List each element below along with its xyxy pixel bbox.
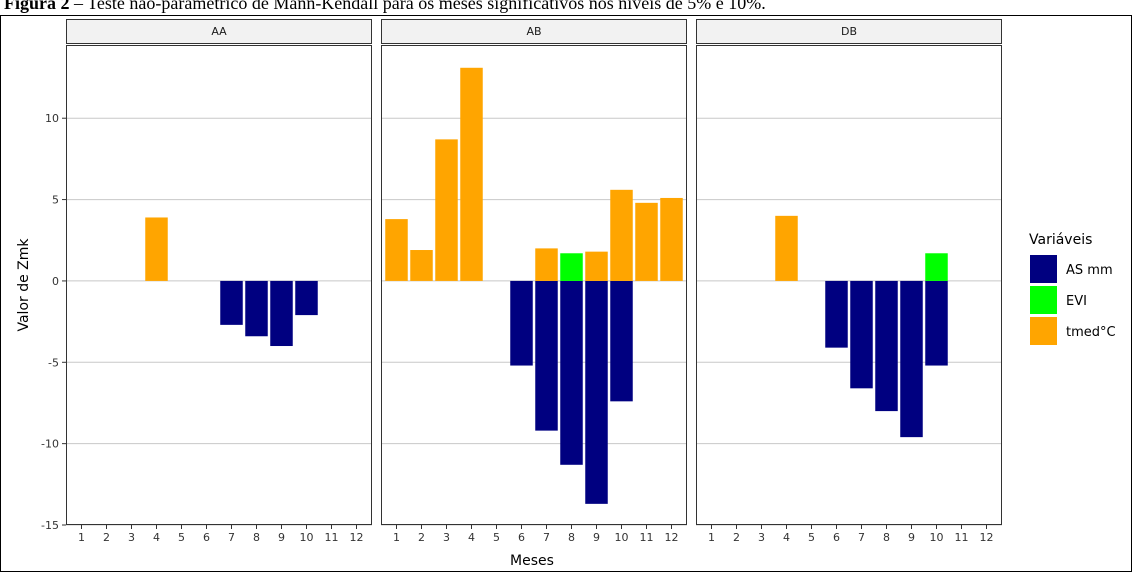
x-tick-label-AA-6: 6 [203, 531, 210, 544]
facet-strip-AA [66, 19, 372, 44]
figure-caption-label: Figura 2 [4, 0, 70, 13]
figure-caption: Figura 2 – Teste não-paramétrico de Mann… [4, 0, 766, 14]
x-tick-label-DB-2: 2 [733, 531, 740, 544]
facet-strip-DB [696, 19, 1002, 44]
legend-swatch-asmm [1030, 255, 1057, 283]
facet-label-DB: DB [841, 25, 857, 38]
bar-AB-asmm-8 [560, 280, 583, 465]
x-tick-label-AB-5: 5 [493, 531, 500, 544]
y-tick-label-0: 0 [52, 275, 59, 288]
x-tick-label-DB-1: 1 [708, 531, 715, 544]
facet-label-AA: AA [211, 25, 227, 38]
x-tick-label-AA-8: 8 [253, 531, 260, 544]
bar-AB-tmedc-1 [385, 219, 408, 281]
x-tick-label-AB-12: 12 [665, 531, 679, 544]
x-tick-label-AA-1: 1 [78, 531, 85, 544]
x-tick-label-DB-9: 9 [908, 531, 915, 544]
bar-AB-asmm-10 [610, 280, 633, 402]
x-tick-label-AB-7: 7 [543, 531, 550, 544]
x-tick-label-AA-11: 11 [325, 531, 339, 544]
bar-AA-asmm-8 [245, 280, 268, 337]
panel-border-AA [66, 45, 372, 525]
facet-strip-AB [381, 19, 687, 44]
bar-AB-asmm-9 [585, 280, 608, 504]
bar-AB-tmedc-11 [635, 202, 658, 281]
x-tick-label-DB-4: 4 [783, 531, 790, 544]
x-tick-label-AB-11: 11 [640, 531, 654, 544]
x-tick-label-AA-2: 2 [103, 531, 110, 544]
x-tick-label-DB-5: 5 [808, 531, 815, 544]
y-tick-label--15: -15 [41, 519, 59, 532]
x-tick-label-AB-9: 9 [593, 531, 600, 544]
panel-border-AB [381, 45, 687, 525]
x-tick-label-AB-2: 2 [418, 531, 425, 544]
bar-AA-asmm-10 [295, 280, 318, 316]
x-tick-label-AB-10: 10 [615, 531, 629, 544]
x-tick-label-DB-11: 11 [955, 531, 969, 544]
bar-AB-tmedc-10 [610, 189, 633, 281]
bar-DB-asmm-10 [925, 280, 948, 366]
x-tick-label-AA-9: 9 [278, 531, 285, 544]
x-tick-label-AA-7: 7 [228, 531, 235, 544]
x-tick-label-AA-3: 3 [128, 531, 135, 544]
bar-AB-tmedc-12 [660, 197, 683, 281]
x-tick-label-DB-8: 8 [883, 531, 890, 544]
legend-title: Variáveis [1029, 232, 1092, 248]
bar-AA-asmm-9 [270, 280, 293, 347]
bar-AA-tmedc-4 [145, 217, 168, 281]
x-tick-label-AB-3: 3 [443, 531, 450, 544]
legend-label-tmedc: tmed°C [1066, 325, 1116, 340]
panel-border-DB [696, 45, 1002, 525]
x-tick-label-DB-7: 7 [858, 531, 865, 544]
x-tick-label-AA-5: 5 [178, 531, 185, 544]
bar-DB-asmm-8 [875, 280, 898, 412]
x-tick-label-DB-10: 10 [930, 531, 944, 544]
bar-DB-asmm-6 [825, 280, 848, 348]
legend-swatch-tmedc [1030, 317, 1057, 345]
x-tick-label-DB-12: 12 [980, 531, 994, 544]
x-axis-title: Meses [510, 553, 554, 569]
x-tick-label-AA-10: 10 [300, 531, 314, 544]
legend-label-asmm: AS mm [1066, 263, 1113, 278]
x-tick-label-AB-6: 6 [518, 531, 525, 544]
bar-AB-evi-8 [560, 253, 583, 281]
y-tick-label--5: -5 [48, 356, 59, 369]
x-tick-label-AA-12: 12 [350, 531, 364, 544]
bar-AB-tmedc-3 [435, 139, 458, 281]
legend-label-evi: EVI [1066, 294, 1087, 309]
x-tick-label-AB-1: 1 [393, 531, 400, 544]
bar-AA-asmm-7 [220, 280, 243, 325]
legend-swatch-evi [1030, 286, 1057, 314]
bar-DB-tmedc-4 [775, 215, 798, 281]
bar-DB-asmm-7 [850, 280, 873, 389]
bar-AB-asmm-6 [510, 280, 533, 366]
bar-AB-tmedc-7 [535, 248, 558, 281]
x-tick-label-DB-6: 6 [833, 531, 840, 544]
figure-caption-text: – Teste não-paramétrico de Mann-Kendall … [69, 0, 766, 13]
bar-AB-tmedc-9 [585, 251, 608, 281]
bar-DB-evi-10 [925, 253, 948, 281]
x-tick-label-AA-4: 4 [153, 531, 160, 544]
bar-AB-tmedc-2 [410, 250, 433, 281]
y-tick-label-5: 5 [52, 194, 59, 207]
x-tick-label-AB-4: 4 [468, 531, 475, 544]
bar-AB-asmm-7 [535, 280, 558, 431]
y-tick-label-10: 10 [45, 112, 59, 125]
x-tick-label-AB-8: 8 [568, 531, 575, 544]
facet-label-AB: AB [526, 25, 541, 38]
y-tick-label--10: -10 [41, 438, 59, 451]
bar-AB-tmedc-4 [460, 67, 483, 281]
x-tick-label-DB-3: 3 [758, 531, 765, 544]
bar-DB-asmm-9 [900, 280, 923, 438]
y-axis-title: Valor de Zmk [16, 238, 32, 332]
